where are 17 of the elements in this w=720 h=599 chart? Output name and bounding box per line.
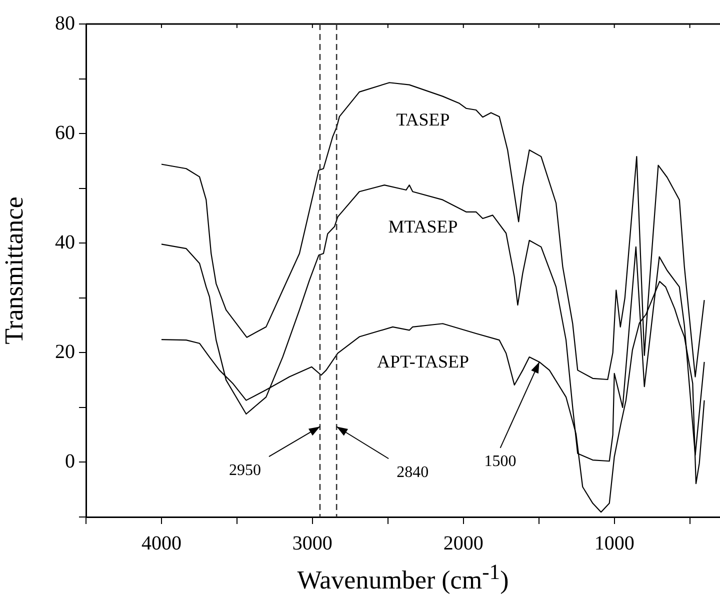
series-label: MTASEP: [388, 216, 458, 236]
y-tick-label: 80: [55, 12, 75, 34]
y-tick-label: 0: [65, 450, 75, 472]
y-axis-title: Transmittance: [0, 196, 28, 344]
series-label: TASEP: [396, 110, 450, 130]
x-tick-label: 1000: [594, 532, 634, 554]
annotation: 2950: [228, 462, 261, 479]
y-tick-label: 20: [55, 340, 75, 363]
y-tick-label: 40: [55, 231, 75, 254]
x-tick-label: 4000: [141, 532, 182, 554]
x-axis-title: Wavenumber (cm$^{-1}$): [296, 560, 510, 596]
annotation: 2840: [396, 464, 429, 481]
y-tick-label: 60: [55, 122, 75, 144]
annotation: 1500: [484, 453, 516, 470]
series-label: APT-TASEP: [377, 352, 469, 372]
x-tick-label: 2000: [443, 532, 484, 554]
x-tick-label: 3000: [292, 532, 332, 554]
